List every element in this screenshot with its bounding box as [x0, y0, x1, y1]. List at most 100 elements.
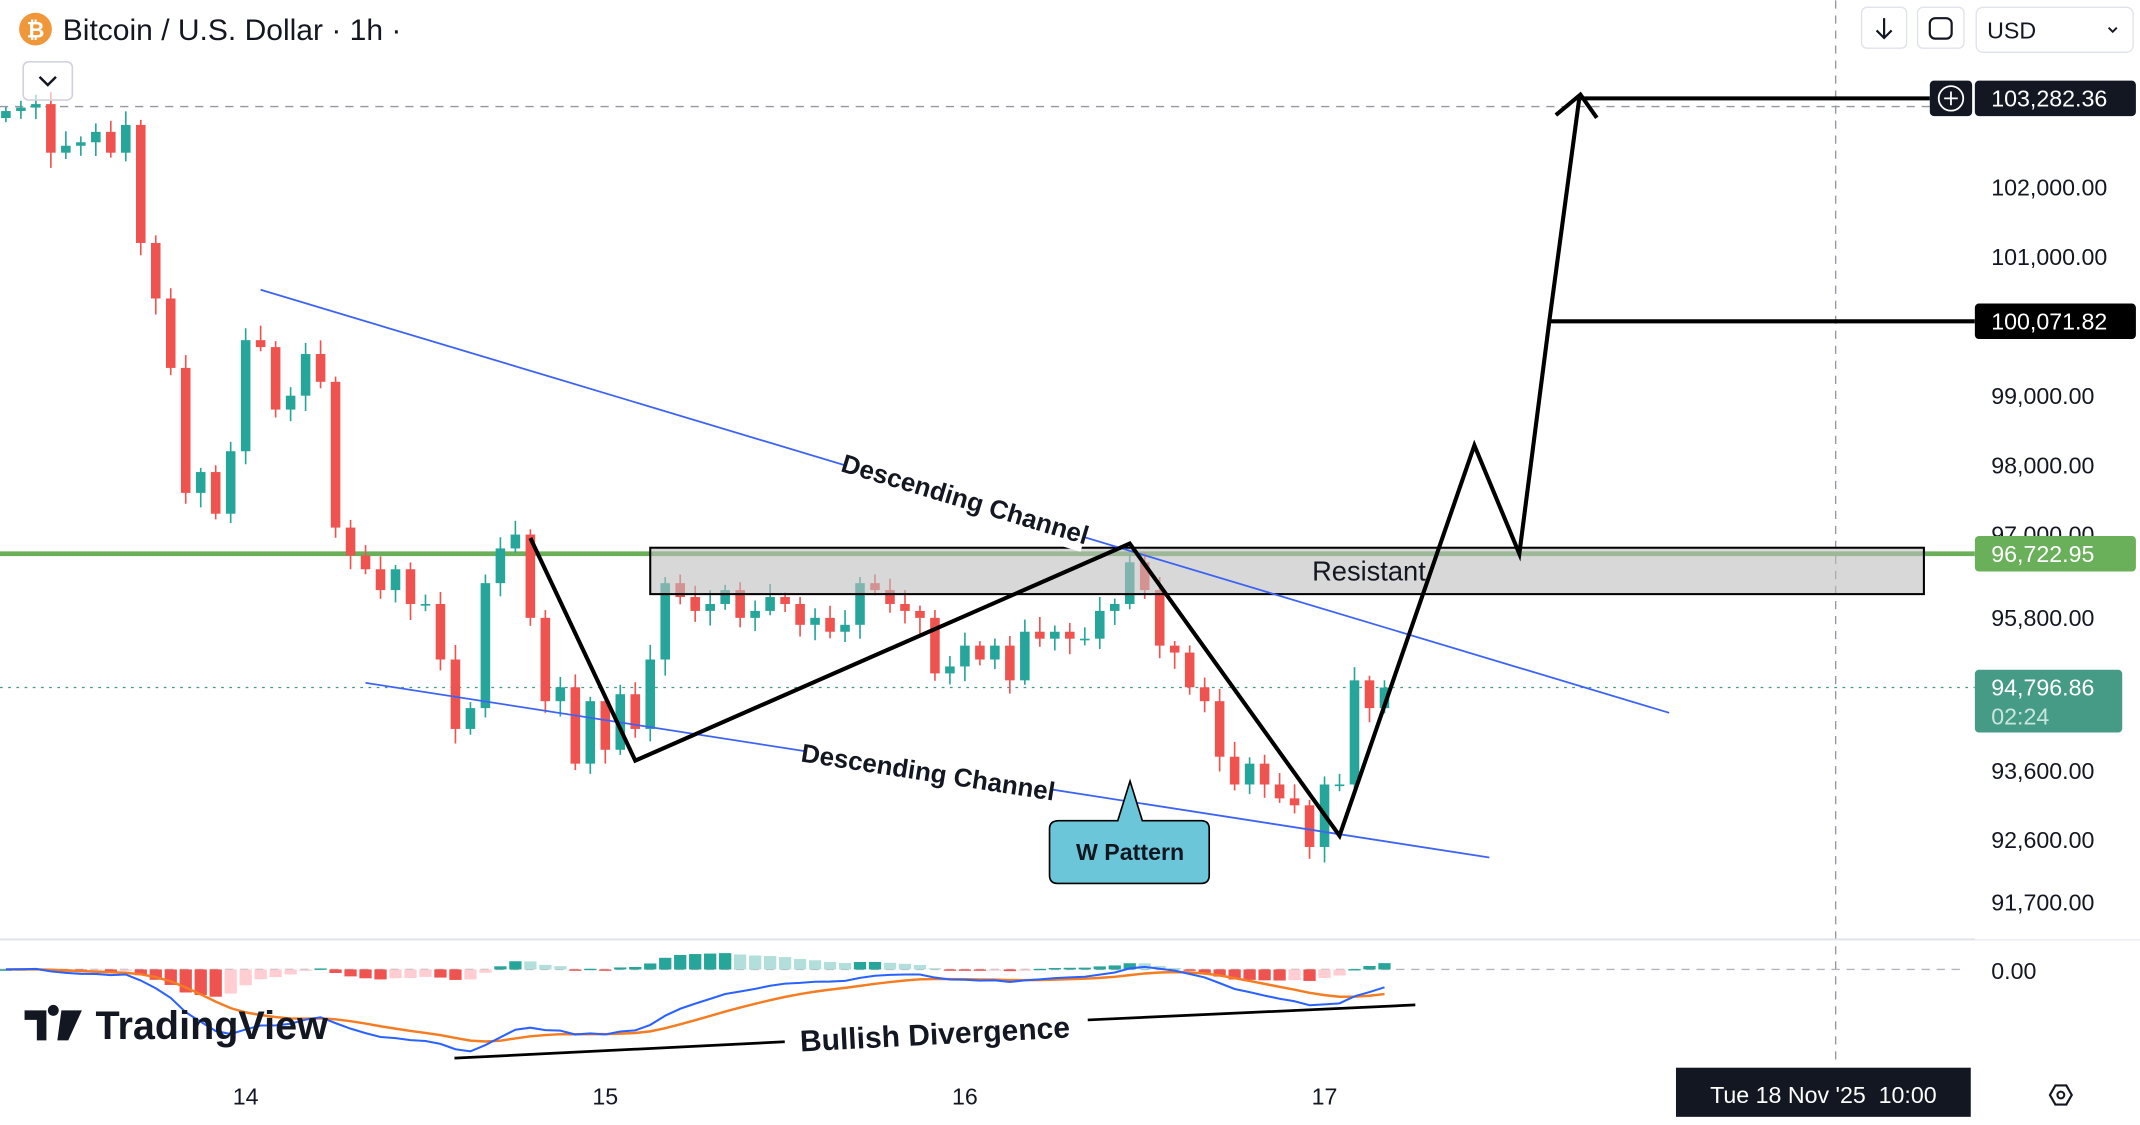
candle-body [61, 145, 71, 153]
macd-histogram-bar [1123, 963, 1136, 970]
candle [1184, 645, 1195, 695]
collapse-button[interactable] [22, 61, 74, 101]
candle-body [795, 603, 805, 625]
candle-body [121, 124, 131, 153]
candle [795, 596, 805, 637]
current-price-label: 94,796.86 02:24 [1974, 669, 2123, 733]
candle [480, 574, 491, 718]
macd-histogram-bar [134, 969, 147, 976]
macd-histogram-bar [734, 954, 747, 970]
macd-histogram-bar [269, 969, 282, 978]
candle [240, 328, 251, 465]
macd-histogram-bar [1348, 969, 1361, 971]
macd-histogram-bar [329, 969, 342, 973]
drawings[interactable]: Resistant Descending Channel Descending … [260, 91, 1975, 885]
candle-body [420, 603, 431, 606]
candle [285, 387, 296, 422]
candle-body [585, 701, 596, 764]
candle-body [300, 354, 311, 396]
candle-body [315, 354, 326, 382]
candle [540, 610, 551, 713]
candle-body [180, 367, 191, 493]
candle [225, 441, 236, 524]
candle-body [375, 569, 386, 591]
macd-histogram-bar [434, 969, 447, 978]
macd-histogram-bar [1303, 969, 1316, 981]
macd-histogram-bar [1153, 965, 1166, 970]
w-pattern-label: W Pattern [1076, 839, 1184, 865]
symbol-title: Bitcoin / U.S. Dollar · 1h · [63, 14, 402, 47]
candle [405, 562, 416, 621]
macd-histogram-bar [419, 969, 432, 977]
macd-histogram-bar [104, 969, 117, 973]
candle-body [345, 527, 356, 556]
currency-select[interactable]: USD [1975, 6, 2134, 53]
macd-histogram-bar [838, 962, 852, 970]
candle-body [1184, 652, 1195, 688]
candle-body [1050, 631, 1060, 639]
macd-histogram-bar [778, 957, 792, 970]
candle-body [645, 659, 656, 729]
candle-body [840, 624, 850, 632]
macd-histogram-bar [644, 963, 657, 970]
candle-body [360, 555, 371, 570]
scroll-to-latest-button[interactable] [1860, 6, 1908, 49]
candle-body [450, 659, 461, 729]
candle [465, 702, 476, 735]
arrow-head-icon [1554, 91, 1599, 119]
candle-body [165, 298, 176, 368]
fullscreen-button[interactable] [1916, 6, 1965, 49]
symbol-header[interactable]: ₿ Bitcoin / U.S. Dollar · 1h · [19, 12, 402, 47]
macd-histogram-bar [239, 969, 252, 986]
candle-body [1020, 631, 1030, 681]
divergence-line-left[interactable] [454, 1040, 785, 1060]
candle [1229, 741, 1240, 791]
candle [255, 325, 266, 352]
candle-body [106, 131, 116, 153]
candle [810, 608, 820, 641]
candle-body [495, 548, 506, 584]
macd-histogram-bar [823, 961, 837, 970]
macd-histogram-bar [539, 964, 552, 970]
macd-histogram-bar [1273, 969, 1286, 981]
candle-body [1349, 680, 1360, 785]
macd-histogram-bar [599, 969, 612, 971]
candle-body [1035, 631, 1045, 639]
crosshair [0, 0, 1966, 1065]
candle [61, 131, 71, 160]
w-pattern-callout[interactable] [1048, 778, 1211, 885]
candle-body [1199, 687, 1210, 702]
price-axis[interactable] [1974, 55, 2140, 940]
price-axis-labels: 103,282.36 100,071.82 96,722.95 [1929, 80, 2136, 572]
candle [825, 605, 835, 639]
candle [76, 136, 86, 156]
price-label-box [1974, 303, 2136, 340]
candle [570, 674, 581, 771]
candle-body [240, 340, 251, 452]
bitcoin-glyph: ₿ [27, 17, 45, 42]
price-label-box [1974, 536, 2136, 572]
candle [600, 694, 611, 764]
candle [106, 120, 116, 158]
candle [390, 564, 401, 603]
candle [1199, 677, 1210, 713]
candle-body [46, 104, 56, 153]
macd-histogram-bar [614, 967, 627, 970]
time-tick: 17 [1312, 1084, 1338, 1110]
resistance-zone[interactable] [649, 546, 1925, 596]
divergence-line-right[interactable] [1087, 1003, 1416, 1022]
bitcoin-icon [19, 12, 52, 46]
macd-line [5, 965, 1385, 1053]
time-axis[interactable]: 14 15 16 17 [233, 1084, 1338, 1110]
upper-channel-label-bg [839, 448, 1090, 552]
price-label: 96,722.95 [1991, 541, 2094, 567]
macd-histogram-bar [1183, 969, 1196, 971]
settings-button[interactable] [2048, 1084, 2074, 1106]
macd-histogram-bar [464, 969, 477, 980]
w-pattern-path[interactable] [528, 98, 1582, 841]
macd-histogram-bar [209, 969, 222, 997]
price-tick: 99,000.00 [1991, 383, 2094, 409]
price-label-box [1974, 80, 2136, 117]
candle [1109, 598, 1120, 625]
